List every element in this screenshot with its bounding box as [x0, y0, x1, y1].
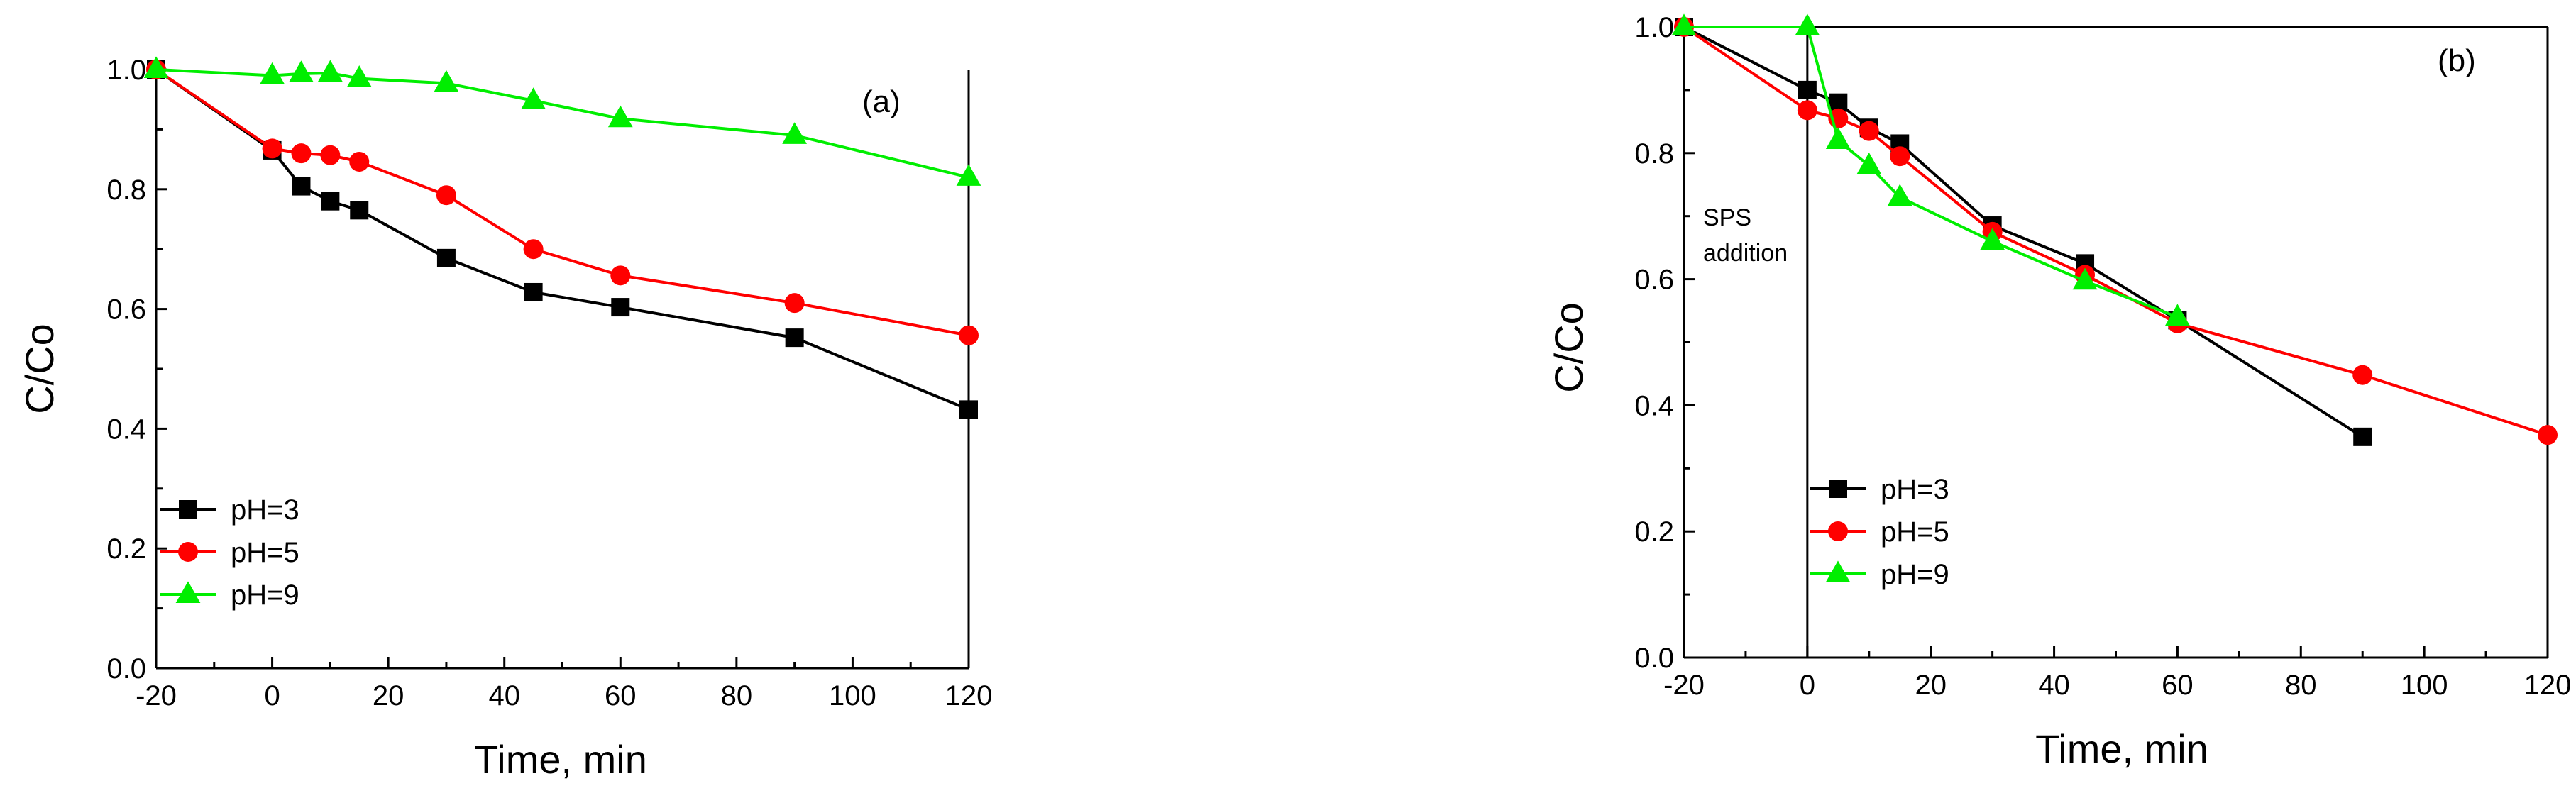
y-tick-label: 0.6	[106, 294, 146, 326]
data-point	[607, 105, 633, 128]
data-point	[1856, 152, 1882, 174]
data-point	[321, 192, 340, 211]
data-point	[1825, 127, 1851, 150]
data-point	[2072, 267, 2098, 290]
data-point	[610, 265, 631, 286]
chart-panel-b: -20 0 20 40 60 80 100 120 0.0 0.2 0.4 0.6 0.8 1.0 Time…	[1546, 12, 2571, 771]
data-point	[2352, 365, 2373, 385]
series-line-pH=5	[1683, 26, 2548, 437]
data-point	[436, 248, 456, 267]
legend-marker	[179, 500, 197, 519]
data-point	[523, 239, 544, 260]
x-tick-label: 120	[2524, 670, 2572, 701]
x-tick-label: 80	[2285, 670, 2317, 701]
y-axis-title: C/Co	[1546, 302, 1591, 393]
data-point	[959, 400, 978, 419]
data-point	[1797, 100, 1817, 121]
y-tick-label: 0.0	[1634, 643, 1674, 674]
panel-label: (a)	[862, 84, 901, 119]
panel-label: (b)	[2438, 43, 2476, 78]
legend-marker	[1825, 560, 1851, 582]
series-line-pH=3	[155, 68, 969, 411]
data-point	[2165, 304, 2190, 326]
x-tick-label: 0	[1800, 670, 1815, 701]
data-point	[260, 62, 285, 84]
data-point	[262, 138, 282, 159]
data-point	[959, 325, 979, 345]
legend-label: pH=5	[231, 537, 299, 568]
y-tick-label: 0.2	[1634, 516, 1674, 548]
data-point	[291, 143, 312, 164]
x-tick-label: 80	[721, 680, 753, 711]
legend-marker	[175, 581, 201, 603]
data-point	[346, 65, 372, 87]
y-tick-label: 0.8	[1634, 138, 1674, 170]
data-point	[436, 185, 456, 206]
legend-label: pH=9	[1881, 559, 1949, 590]
y-tick-label: 1.0	[1634, 12, 1674, 43]
x-tick-label: 0	[264, 680, 280, 711]
x-tick-label: 40	[488, 680, 520, 711]
data-point	[1859, 121, 1879, 141]
data-point	[611, 298, 630, 317]
data-point	[2538, 425, 2558, 445]
data-point	[289, 60, 314, 82]
legend-marker	[1828, 521, 1848, 541]
data-point	[785, 328, 804, 348]
x-tick-label: 60	[605, 680, 637, 711]
data-point	[521, 87, 546, 109]
legend-label: pH=5	[1881, 516, 1949, 548]
data-point	[782, 122, 808, 144]
data-point	[784, 293, 805, 314]
data-point	[1887, 184, 1912, 206]
legend-marker	[178, 542, 198, 562]
x-axis-title: Time, min	[2035, 726, 2208, 771]
data-point	[1671, 13, 1697, 35]
data-point	[434, 70, 459, 92]
x-tick-label: 60	[2162, 670, 2194, 701]
series-line-pH=9	[1684, 26, 2179, 318]
data-point	[1890, 146, 1910, 167]
data-point	[292, 177, 311, 196]
y-tick-label: 0.8	[106, 174, 146, 206]
y-tick-label: 0.0	[106, 653, 146, 685]
data-point	[317, 60, 343, 82]
data-point	[1798, 80, 1817, 99]
data-point	[524, 282, 543, 301]
legend-label: pH=9	[231, 580, 299, 611]
y-tick-label: 0.4	[106, 414, 146, 445]
y-tick-label: 1.0	[106, 55, 146, 86]
legend-label: pH=3	[1881, 474, 1949, 505]
y-tick-label: 0.4	[1634, 390, 1674, 421]
series-line-pH=3	[1683, 26, 2364, 438]
annotation-text: SPS	[1703, 204, 1751, 231]
data-point	[2353, 427, 2372, 446]
legend-label: pH=3	[231, 494, 299, 526]
chart-panel-a: -20 0 20 40 60 80 100 120 0.0 0.2 0.4 0.6 0.8 1.0 Time…	[17, 55, 992, 782]
x-tick-label: 40	[2038, 670, 2070, 701]
x-tick-label: 120	[945, 680, 993, 711]
annotation-text: addition	[1703, 240, 1788, 267]
data-point	[349, 151, 370, 172]
x-tick-label: -20	[136, 680, 177, 711]
y-axis-title: C/Co	[17, 323, 62, 414]
data-point	[1980, 228, 2005, 250]
x-tick-label: 100	[2401, 670, 2448, 701]
x-tick-label: 100	[829, 680, 876, 711]
data-point	[1795, 13, 1820, 35]
series-line-pH=9	[155, 68, 969, 179]
x-tick-label: 20	[1915, 670, 1947, 701]
x-tick-label: -20	[1663, 670, 1705, 701]
y-tick-label: 0.2	[106, 533, 146, 565]
series-line-pH=5	[155, 68, 969, 337]
data-point	[956, 164, 981, 186]
data-point	[350, 201, 369, 220]
y-tick-label: 0.6	[1634, 265, 1674, 296]
legend-marker	[1829, 480, 1847, 498]
data-point	[143, 56, 169, 78]
x-axis-title: Time, min	[474, 737, 647, 782]
x-tick-label: 20	[373, 680, 404, 711]
data-point	[320, 145, 341, 165]
